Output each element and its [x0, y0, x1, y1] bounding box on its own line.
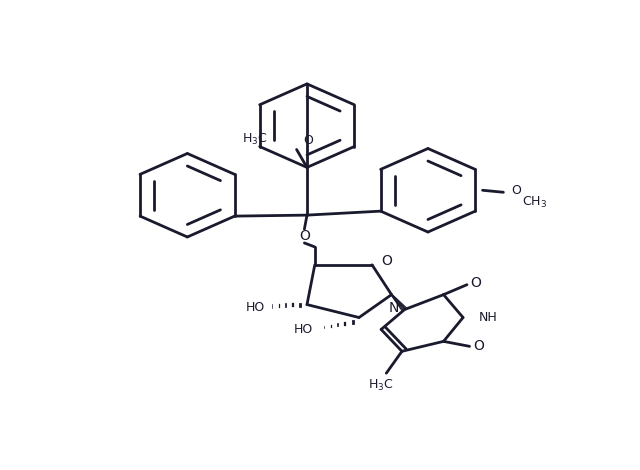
Text: N: N — [389, 301, 399, 314]
Text: HO: HO — [294, 323, 314, 336]
Text: O: O — [473, 339, 484, 353]
Text: O: O — [470, 276, 481, 290]
Text: O: O — [303, 134, 313, 147]
Text: H$_3$C: H$_3$C — [243, 132, 268, 147]
Text: HO: HO — [246, 301, 266, 314]
Text: NH: NH — [479, 311, 497, 324]
Text: O: O — [381, 254, 392, 268]
Text: H$_3$C: H$_3$C — [369, 377, 394, 392]
Text: CH$_3$: CH$_3$ — [522, 195, 547, 210]
Text: O: O — [299, 229, 310, 243]
Text: O: O — [511, 184, 521, 197]
